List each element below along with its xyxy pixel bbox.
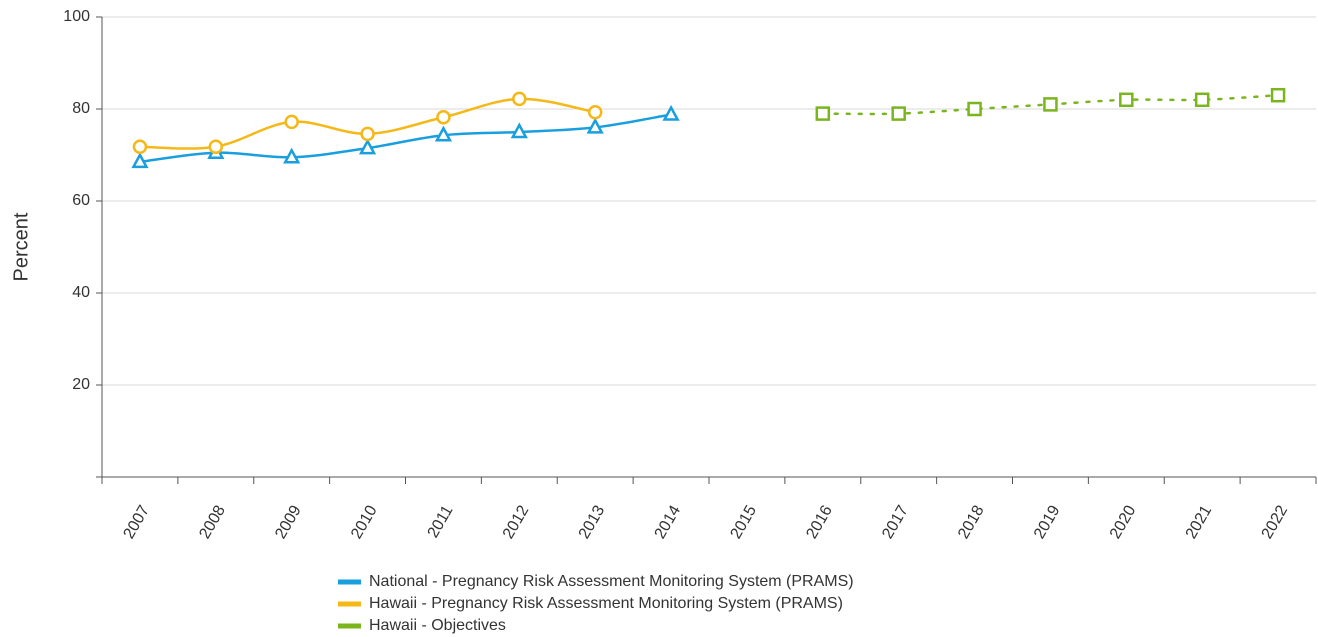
legend-label: National - Pregnancy Risk Assessment Mon… (369, 573, 854, 590)
legend-label: Hawaii - Objectives (369, 617, 506, 634)
x-tick-label: 2019 (1031, 503, 1064, 542)
marker (284, 114, 299, 130)
y-tick-label: 40 (72, 284, 90, 301)
marker (586, 117, 604, 134)
x-tick-label: 2015 (728, 503, 761, 542)
x-tick-label: 2013 (576, 503, 609, 542)
x-tick-label: 2021 (1183, 503, 1216, 542)
marker (358, 138, 377, 155)
x-tick-label: 2007 (121, 503, 154, 542)
x-tick-label: 2008 (196, 503, 229, 542)
x-tick-label: 2014 (652, 503, 685, 542)
marker (1270, 87, 1286, 103)
marker (132, 139, 148, 154)
x-tick-label: 2018 (955, 503, 988, 542)
x-tick-label: 2010 (348, 503, 381, 542)
x-tick-label: 2016 (803, 503, 836, 542)
marker (815, 106, 831, 121)
y-tick-label: 60 (72, 192, 90, 209)
x-tick-label: 2009 (272, 503, 305, 542)
marker (512, 91, 527, 107)
marker (587, 104, 603, 120)
marker (360, 126, 375, 142)
y-tick-label: 80 (72, 100, 90, 117)
x-tick-label: 2020 (1107, 503, 1140, 542)
y-tick-label: 20 (72, 376, 90, 393)
marker (510, 122, 528, 139)
marker (1043, 97, 1058, 112)
marker (967, 101, 982, 117)
y-tick-label: 100 (63, 8, 90, 25)
marker (662, 104, 680, 121)
x-tick-label: 2022 (1259, 503, 1292, 542)
marker (1119, 92, 1134, 108)
y-axis-label: Percent (10, 212, 32, 281)
x-tick-label: 2011 (425, 503, 457, 541)
series-line (138, 113, 673, 164)
legend-label: Hawaii - Pregnancy Risk Assessment Monit… (369, 595, 843, 612)
marker (283, 147, 301, 164)
x-tick-label: 2017 (879, 503, 912, 542)
x-tick-label: 2012 (500, 503, 533, 542)
marker (208, 139, 224, 154)
marker (891, 106, 906, 121)
marker (131, 152, 149, 169)
marker (434, 125, 453, 142)
marker (1194, 92, 1210, 108)
marker (436, 110, 451, 125)
